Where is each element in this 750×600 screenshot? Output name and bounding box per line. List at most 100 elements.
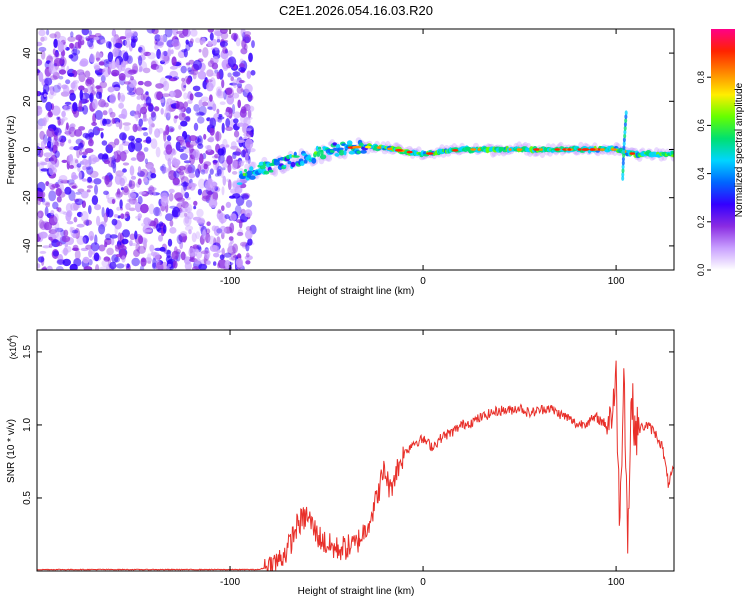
- heatmap-noise-blob: [244, 138, 254, 150]
- heatmap-noise-blob: [224, 87, 233, 96]
- heatmap-noise-blob: [68, 190, 76, 202]
- heatmap-streak-cell: [622, 148, 626, 154]
- heatmap-noise-blob: [117, 232, 122, 243]
- heatmap-noise-blob: [69, 226, 73, 233]
- snr-data-point: [596, 417, 597, 418]
- snr-data-point: [316, 534, 317, 535]
- heatmap-band-cell: [303, 159, 308, 164]
- heatmap-noise-blob: [138, 191, 147, 195]
- heatmap-band-cell: [320, 149, 324, 156]
- heatmap-noise-blob: [88, 30, 92, 36]
- heatmap-noise-blob: [118, 92, 126, 103]
- heatmap-noise-blob: [120, 187, 124, 191]
- heatmap-noise-blob: [109, 261, 117, 270]
- heatmap-noise-blob: [244, 255, 253, 261]
- heatmap-noise-blob: [209, 168, 214, 175]
- heatmap-noise-blob: [201, 189, 211, 200]
- spectrogram-y-tick-label: -20: [22, 190, 33, 205]
- heatmap-noise-blob: [123, 81, 131, 85]
- heatmap-band-cell: [316, 151, 321, 157]
- heatmap-noise-blob: [55, 188, 62, 197]
- snr-data-point: [548, 407, 549, 408]
- heatmap-noise-blob: [61, 159, 68, 163]
- heatmap-noise-blob: [61, 110, 66, 118]
- heatmap-noise-blob: [174, 115, 179, 119]
- heatmap-noise-blob: [100, 132, 104, 139]
- heatmap-noise-blob: [115, 253, 122, 258]
- heatmap-noise-blob: [232, 151, 237, 160]
- snr-y-label: SNR (10 * v/v): [6, 419, 17, 483]
- heatmap-noise-blob: [85, 244, 93, 250]
- heatmap-noise-blob: [75, 191, 82, 195]
- heatmap-noise-blob: [63, 84, 70, 96]
- heatmap-noise-blob: [130, 39, 136, 48]
- heatmap-noise-blob: [167, 157, 172, 167]
- heatmap-noise-blob: [46, 127, 55, 138]
- heatmap-noise-blob: [105, 144, 113, 154]
- heatmap-noise-blob: [78, 101, 83, 111]
- heatmap-streak-cell: [624, 110, 628, 116]
- heatmap-noise-blob: [117, 92, 121, 101]
- heatmap-noise-blob: [237, 82, 242, 89]
- snr-data-point: [662, 446, 663, 447]
- heatmap-noise-blob: [93, 36, 100, 41]
- spectrogram-x-tick-label: 100: [608, 276, 625, 287]
- heatmap-noise-blob: [190, 182, 194, 186]
- heatmap-noise-blob: [60, 118, 66, 123]
- heatmap-noise-blob: [37, 263, 41, 269]
- heatmap-noise-blob: [143, 51, 152, 57]
- heatmap-noise-blob: [198, 48, 202, 53]
- heatmap-noise-blob: [183, 101, 189, 108]
- heatmap-noise-blob: [37, 213, 42, 218]
- heatmap-noise-blob: [164, 29, 173, 38]
- heatmap-noise-blob: [74, 249, 81, 260]
- heatmap-noise-blob: [226, 155, 233, 165]
- heatmap-noise-blob: [191, 232, 197, 243]
- heatmap-noise-blob: [148, 124, 153, 135]
- heatmap-noise-blob: [225, 126, 234, 131]
- heatmap-noise-blob: [49, 61, 55, 69]
- heatmap-noise-blob: [68, 54, 74, 59]
- heatmap-noise-blob: [43, 152, 53, 158]
- heatmap-noise-blob: [194, 258, 202, 265]
- heatmap-noise-blob: [171, 56, 177, 66]
- heatmap-noise-blob: [63, 247, 68, 256]
- heatmap-noise-blob: [65, 203, 73, 213]
- heatmap-noise-blob: [227, 56, 237, 68]
- heatmap-noise-blob: [64, 101, 72, 105]
- heatmap-noise-blob: [138, 68, 143, 73]
- snr-data-point: [623, 359, 624, 360]
- heatmap-noise-blob: [244, 36, 250, 44]
- heatmap-noise-blob: [110, 159, 117, 169]
- heatmap-noise-blob: [107, 141, 116, 149]
- heatmap-hotspot: [470, 148, 477, 151]
- heatmap-noise-blob: [106, 41, 112, 49]
- heatmap-noise-blob: [153, 106, 160, 112]
- heatmap-noise-blob: [131, 257, 140, 267]
- snr-data-point: [307, 515, 308, 516]
- heatmap-noise-blob: [165, 144, 173, 155]
- heatmap-noise-blob: [127, 78, 137, 89]
- heatmap-noise-blob: [222, 46, 228, 54]
- heatmap-noise-blob: [72, 232, 77, 239]
- heatmap-band-cell: [319, 154, 327, 160]
- snr-data-point: [287, 549, 288, 550]
- heatmap-noise-blob: [147, 253, 151, 262]
- heatmap-noise-blob: [38, 46, 47, 52]
- heatmap-noise-blob: [209, 32, 214, 41]
- heatmap-noise-blob: [59, 210, 67, 214]
- heatmap-noise-blob: [235, 37, 241, 47]
- heatmap-noise-blob: [232, 92, 240, 99]
- heatmap-noise-blob: [114, 244, 122, 250]
- heatmap-noise-blob: [95, 91, 102, 99]
- heatmap-noise-blob: [189, 93, 194, 101]
- heatmap-noise-blob: [195, 231, 201, 240]
- heatmap-noise-blob: [114, 138, 120, 146]
- heatmap-noise-blob: [131, 30, 138, 37]
- heatmap-noise-blob: [41, 197, 46, 203]
- heatmap-noise-blob: [229, 222, 235, 234]
- snr-data-point: [365, 530, 366, 531]
- heatmap-noise-blob: [155, 64, 164, 73]
- heatmap-noise-blob: [172, 157, 178, 165]
- heatmap-noise-blob: [48, 215, 58, 226]
